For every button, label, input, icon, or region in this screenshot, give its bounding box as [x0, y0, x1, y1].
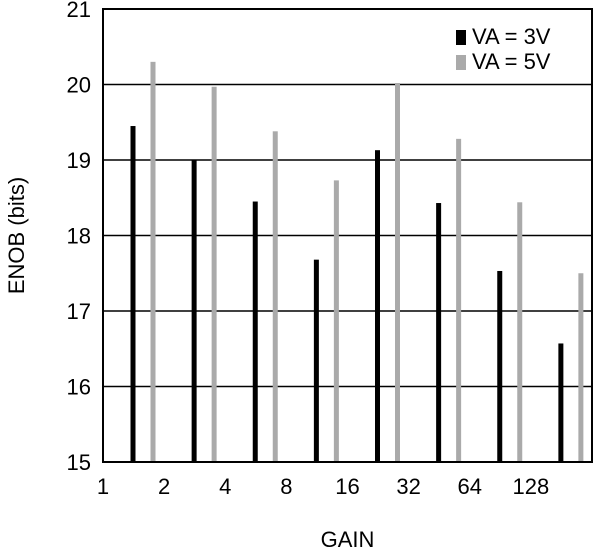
x-tick-label: 8 [280, 474, 292, 499]
x-tick-label: 128 [513, 474, 550, 499]
bar-va-5v-gain-32 [456, 138, 462, 463]
grid-lines [103, 83, 592, 388]
legend-swatch-va-5v [456, 55, 466, 70]
bar-va-5v-gain-64 [517, 202, 523, 462]
y-tick-label: 15 [67, 450, 91, 475]
legend-swatch-va-3v [456, 30, 466, 45]
y-tick-label: 19 [67, 148, 91, 173]
x-axis-title: GAIN [321, 527, 375, 552]
x-tick-label: 64 [458, 474, 482, 499]
legend-label-va-5v: VA = 5V [472, 49, 551, 74]
bar-va-5v-gain-1 [150, 61, 156, 462]
y-axis-title: ENOB (bits) [4, 177, 29, 294]
bar-va-5v-gain-16 [395, 82, 400, 463]
plot-frame [102, 8, 593, 463]
bar-va-3v-gain-128 [558, 343, 564, 462]
bars [130, 61, 584, 463]
x-tick-label: 32 [396, 474, 420, 499]
legend-background [448, 18, 588, 78]
bar-va-3v-gain-32 [436, 203, 442, 462]
x-tick-label: 1 [97, 474, 109, 499]
bar-va-3v-gain-64 [497, 270, 503, 462]
bar-va-3v-gain-2 [191, 160, 197, 462]
bar-va-3v-gain-4 [252, 201, 258, 462]
x-tick-labels: 1 2 4 8 16 32 64 128 [97, 474, 549, 499]
y-tick-label: 20 [67, 73, 91, 98]
bar-va-5v-gain-4 [272, 131, 278, 462]
bar-va-5v-gain-8 [333, 180, 339, 462]
y-tick-label: 17 [67, 299, 91, 324]
x-tick-label: 16 [335, 474, 359, 499]
x-tick-label: 4 [219, 474, 231, 499]
y-tick-label: 18 [67, 224, 91, 249]
legend-label-va-3v: VA = 3V [472, 24, 551, 49]
bar-va-5v-gain-2 [211, 86, 217, 462]
legend: VA = 3V VA = 5V [448, 18, 588, 78]
bar-va-3v-gain-1 [130, 126, 136, 463]
x-tick-label: 2 [158, 474, 170, 499]
bar-va-3v-gain-8 [313, 259, 319, 462]
y-tick-label: 21 [67, 0, 91, 22]
bar-va-5v-gain-128 [578, 273, 584, 462]
bar-va-3v-gain-16 [375, 150, 380, 462]
y-tick-label: 16 [67, 375, 91, 400]
y-tick-labels: 15 16 17 18 19 20 21 [67, 0, 91, 475]
